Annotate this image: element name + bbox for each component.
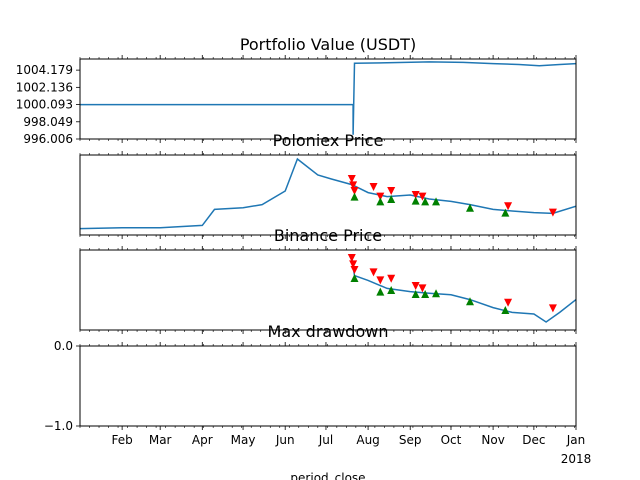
sell-marker bbox=[504, 298, 513, 307]
panel-title: Max drawdown bbox=[268, 322, 389, 341]
sell-marker bbox=[369, 268, 378, 277]
buy-marker bbox=[466, 297, 475, 306]
axes-frame bbox=[79, 345, 577, 427]
x-tick-label: Mar bbox=[149, 433, 172, 447]
sell-marker bbox=[504, 202, 513, 211]
sell-marker bbox=[418, 192, 427, 201]
x-tick-label: Aug bbox=[356, 433, 379, 447]
x-tick-label: Jan bbox=[566, 433, 586, 447]
sell-marker bbox=[347, 254, 356, 262]
sell-marker bbox=[376, 276, 385, 285]
buy-marker bbox=[350, 274, 359, 282]
buy-marker bbox=[466, 203, 475, 212]
x-tick-label: Feb bbox=[112, 433, 133, 447]
x-axis-label: period_close bbox=[290, 471, 365, 480]
y-tick-label: 998.049 bbox=[23, 115, 73, 129]
x-tick-label: Jun bbox=[275, 433, 295, 447]
panel-title: Poloniex Price bbox=[273, 131, 384, 150]
y-tick-label: 1004.179 bbox=[16, 63, 73, 77]
buy-marker bbox=[411, 196, 420, 205]
sell-marker bbox=[387, 274, 396, 283]
axes-frame bbox=[79, 58, 577, 140]
x-tick-label: Dec bbox=[522, 433, 545, 447]
buy-marker bbox=[350, 192, 359, 201]
sell-marker bbox=[350, 266, 359, 274]
panel-title: Portfolio Value (USDT) bbox=[240, 35, 416, 54]
sell-marker bbox=[349, 260, 358, 269]
buy-marker bbox=[387, 195, 396, 203]
buy-marker bbox=[432, 197, 441, 206]
y-tick-label: 1002.136 bbox=[16, 80, 73, 94]
x-tick-label: May bbox=[231, 433, 256, 447]
sell-marker bbox=[369, 183, 378, 191]
x-tick-label: Jul bbox=[318, 433, 333, 447]
x-tick-label: Oct bbox=[441, 433, 462, 447]
sell-marker bbox=[548, 208, 557, 217]
y-tick-label: −1.0 bbox=[44, 419, 73, 433]
sell-marker bbox=[418, 284, 427, 293]
sell-marker bbox=[349, 181, 358, 190]
buy-marker bbox=[501, 306, 510, 314]
sell-marker bbox=[347, 175, 356, 183]
buy-marker bbox=[376, 287, 385, 296]
y-tick-label: 996.006 bbox=[23, 132, 73, 146]
buy-marker bbox=[387, 286, 396, 294]
sell-marker bbox=[548, 304, 557, 313]
y-tick-label: 1000.093 bbox=[16, 98, 73, 112]
x-tick-label: Nov bbox=[481, 433, 504, 447]
axes-frame bbox=[79, 154, 577, 236]
sell-marker bbox=[411, 282, 420, 290]
series-line bbox=[80, 157, 576, 230]
y-tick-label: 0.0 bbox=[54, 339, 73, 353]
series-line bbox=[351, 257, 576, 323]
buy-marker bbox=[411, 290, 420, 298]
sell-marker bbox=[376, 192, 385, 201]
x-year-label: 2018 bbox=[561, 452, 592, 466]
buy-marker bbox=[501, 208, 510, 217]
buy-marker bbox=[421, 290, 430, 298]
buy-marker bbox=[376, 197, 385, 206]
x-tick-label: Sep bbox=[399, 433, 422, 447]
x-tick-label: Apr bbox=[192, 433, 213, 447]
buy-marker bbox=[432, 289, 441, 298]
panel-title: Binance Price bbox=[274, 226, 382, 245]
sell-marker bbox=[350, 187, 359, 195]
axes-frame bbox=[79, 249, 577, 331]
sell-marker bbox=[411, 191, 420, 199]
buy-marker bbox=[421, 197, 430, 206]
series-line bbox=[80, 61, 576, 135]
sell-marker bbox=[387, 187, 396, 195]
